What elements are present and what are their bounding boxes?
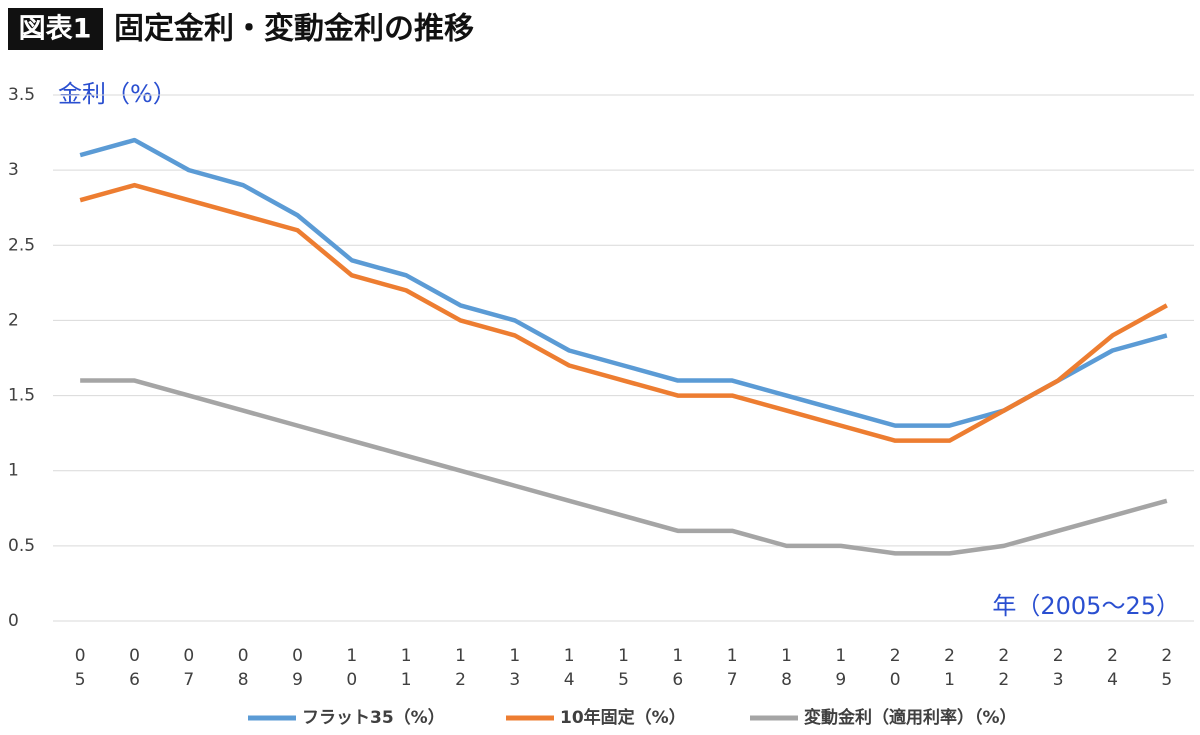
y-tick-label: 1 — [8, 461, 19, 481]
badge: 図表1 — [19, 14, 92, 45]
y-axis-label: 金利（%） — [58, 80, 177, 108]
badge-box — [8, 8, 103, 50]
x-tick-label: 24 — [1103, 646, 1123, 694]
series-line — [79, 137, 1168, 428]
y-tick-label: 3 — [8, 160, 19, 180]
x-tick-label: 23 — [1048, 646, 1068, 694]
x-tick-label: 18 — [777, 646, 797, 694]
x-tick-label: 11 — [396, 646, 416, 694]
y-tick-label: 1.5 — [8, 386, 35, 406]
x-tick-label: 12 — [451, 646, 471, 694]
x-tick-label: 15 — [614, 646, 634, 694]
legend-label: 変動金利（適用利率）（%） — [804, 707, 1017, 728]
legend-label: フラット35（%） — [302, 707, 445, 728]
y-tick-label: 2.5 — [8, 235, 35, 255]
x-tick-label: 22 — [994, 646, 1014, 694]
x-tick-label: 13 — [505, 646, 525, 694]
x-tick-label: 08 — [233, 646, 253, 694]
chart-title: 固定金利・変動金利の推移 — [114, 12, 474, 47]
x-tick-label: 05 — [70, 646, 90, 694]
x-tick-label: 06 — [125, 646, 145, 694]
x-tick-label: 25 — [1157, 646, 1177, 694]
x-tick-label: 20 — [885, 646, 905, 694]
y-tick-label: 3.5 — [8, 85, 35, 105]
y-tick-label: 2 — [8, 310, 19, 330]
x-tick-label: 10 — [342, 646, 362, 694]
x-tick-label: 17 — [722, 646, 742, 694]
x-tick-label: 19 — [831, 646, 851, 694]
x-tick-label: 21 — [940, 646, 960, 694]
x-tick-label: 16 — [668, 646, 688, 694]
series-line — [79, 182, 1168, 443]
x-tick-label: 14 — [559, 646, 579, 694]
y-tick-label: 0.5 — [8, 536, 35, 556]
x-axis-label: 年（2005～25） — [992, 592, 1180, 620]
x-tick-label: 09 — [288, 646, 308, 694]
x-tick-label: 07 — [179, 646, 199, 694]
legend-label: 10年固定（%） — [560, 707, 686, 728]
series-line — [80, 378, 1168, 556]
y-tick-label: 0 — [8, 611, 19, 631]
